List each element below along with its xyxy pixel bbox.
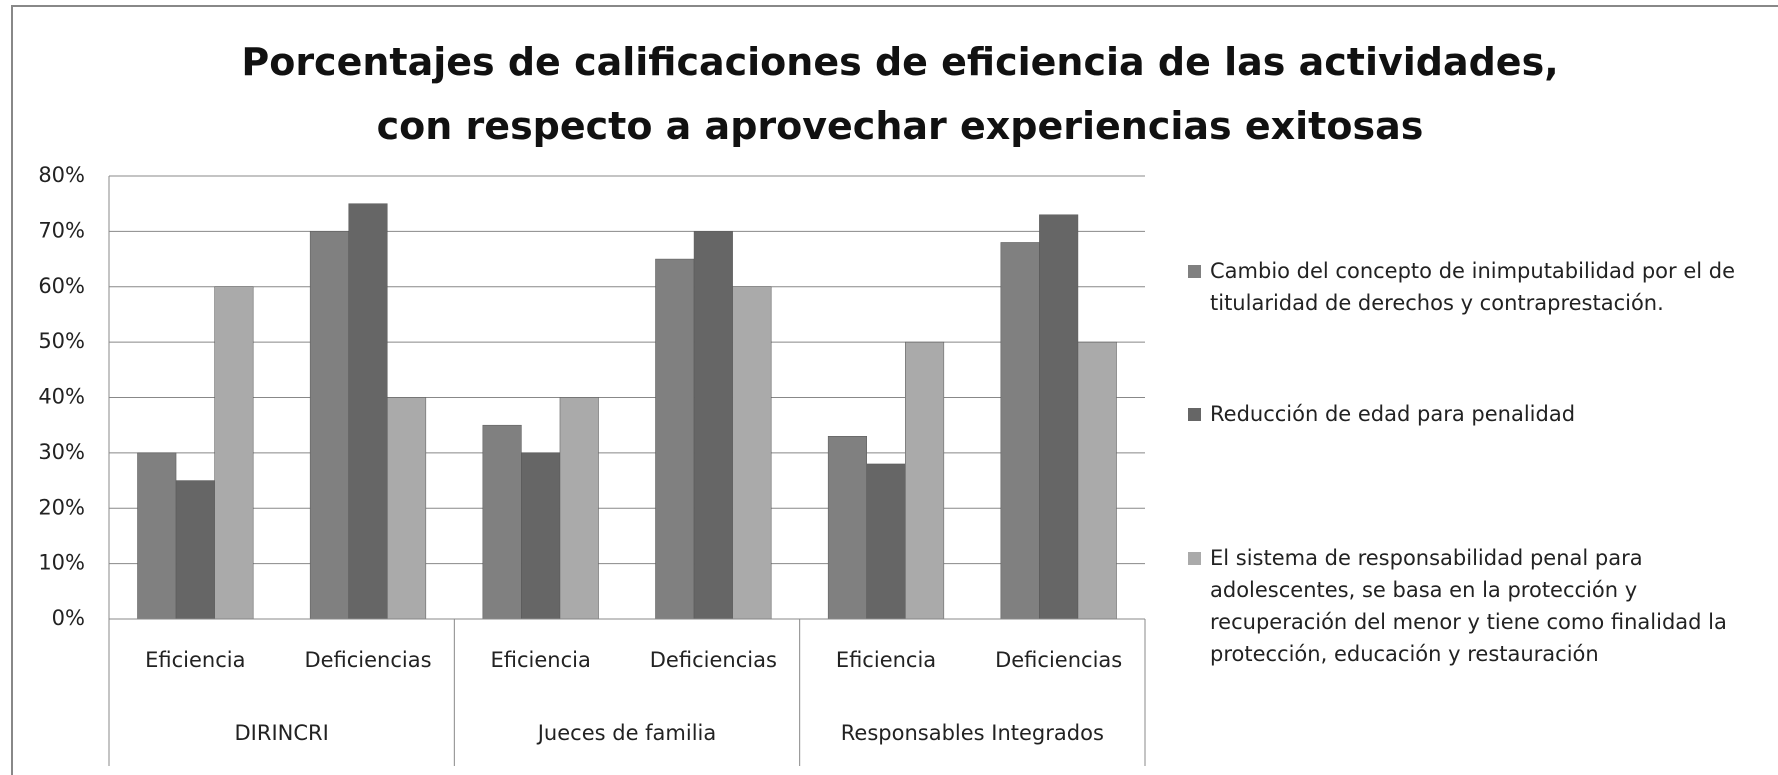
bar xyxy=(1000,242,1040,620)
bar xyxy=(214,286,254,620)
y-tick-label: 70% xyxy=(38,218,85,242)
y-tick-label: 80% xyxy=(38,163,85,187)
y-tick-label: 30% xyxy=(38,440,85,464)
x-tick-label: Deficiencias xyxy=(304,648,431,672)
y-tick-label: 20% xyxy=(38,495,85,519)
legend-label: Reducción de edad para penalidad xyxy=(1210,402,1576,426)
bar xyxy=(309,231,349,620)
bar xyxy=(1039,214,1079,620)
x-tick-label: Deficiencias xyxy=(995,648,1122,672)
x-tick-label: Eficiencia xyxy=(836,648,936,672)
x-tick-label: Eficiencia xyxy=(145,648,245,672)
legend-swatch xyxy=(1188,408,1201,421)
bar xyxy=(482,424,522,620)
legend-swatch xyxy=(1188,552,1201,565)
bar xyxy=(137,452,177,620)
bar xyxy=(521,452,561,620)
bar xyxy=(559,397,599,620)
legend-label: Cambio del concepto de inimputabilidad p… xyxy=(1210,259,1735,315)
bar xyxy=(905,341,945,620)
group-label: Jueces de familia xyxy=(536,721,717,745)
chart-title: Porcentajes de calificaciones de eficien… xyxy=(241,40,1559,148)
legend-label: El sistema de responsabilidad penal para… xyxy=(1210,546,1727,666)
bar xyxy=(732,286,772,620)
bar xyxy=(175,480,215,620)
bar xyxy=(827,436,867,620)
y-tick-label: 0% xyxy=(52,606,85,630)
y-tick-label: 50% xyxy=(38,329,85,353)
y-tick-label: 40% xyxy=(38,385,85,409)
x-tick-label: Deficiencias xyxy=(650,648,777,672)
y-tick-label: 60% xyxy=(38,274,85,298)
bar xyxy=(655,258,695,620)
bar xyxy=(1077,341,1117,620)
bar xyxy=(348,203,388,620)
x-tick-label: Eficiencia xyxy=(490,648,590,672)
y-tick-label: 10% xyxy=(38,551,85,575)
chart-border xyxy=(11,5,1778,775)
group-label: Responsables Integrados xyxy=(841,721,1104,745)
legend-swatch xyxy=(1188,265,1201,278)
legend-entry: Cambio del concepto de inimputabilidad p… xyxy=(1188,255,1770,319)
bar xyxy=(387,397,427,620)
bar xyxy=(693,231,733,620)
legend-entry: El sistema de responsabilidad penal para… xyxy=(1188,542,1770,670)
legend-entry: Reducción de edad para penalidad xyxy=(1188,398,1770,430)
group-label: DIRINCRI xyxy=(235,721,329,745)
bar xyxy=(866,463,906,620)
